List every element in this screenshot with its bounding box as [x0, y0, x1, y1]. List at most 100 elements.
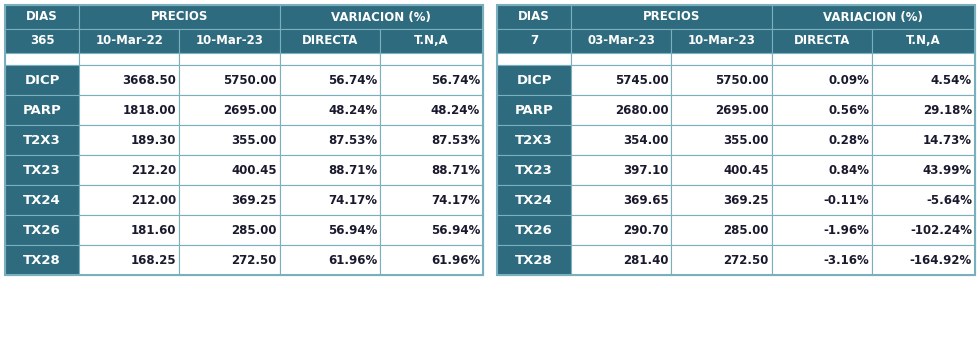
Bar	[179, 53, 280, 65]
Bar	[671, 185, 772, 215]
Text: 397.10: 397.10	[623, 164, 668, 177]
Bar	[79, 65, 179, 95]
Bar	[772, 215, 872, 245]
Text: 0.84%: 0.84%	[828, 164, 869, 177]
Bar	[872, 95, 975, 125]
Text: 0.28%: 0.28%	[828, 133, 869, 146]
Bar	[380, 29, 483, 53]
Text: 365: 365	[29, 34, 54, 47]
Bar	[671, 125, 772, 155]
Text: T2X3: T2X3	[515, 133, 553, 146]
Text: 281.40: 281.40	[623, 253, 668, 266]
Bar	[280, 185, 380, 215]
Bar	[872, 215, 975, 245]
Bar	[179, 215, 280, 245]
Text: 181.60: 181.60	[131, 224, 176, 237]
Bar	[671, 155, 772, 185]
Text: 56.94%: 56.94%	[328, 224, 377, 237]
Text: 0.09%: 0.09%	[828, 73, 869, 86]
Bar	[872, 53, 975, 65]
Bar	[5, 95, 79, 125]
Bar	[179, 65, 280, 95]
Bar	[79, 5, 280, 29]
Text: T.N,A: T.N,A	[906, 34, 941, 47]
Text: 5745.00: 5745.00	[614, 73, 668, 86]
Bar	[772, 65, 872, 95]
Bar	[5, 155, 79, 185]
Bar	[571, 215, 671, 245]
Bar	[571, 53, 671, 65]
Text: 285.00: 285.00	[231, 224, 277, 237]
Bar	[380, 65, 483, 95]
Bar	[571, 155, 671, 185]
Text: TX26: TX26	[515, 224, 553, 237]
Text: TX24: TX24	[515, 193, 553, 206]
Bar	[179, 29, 280, 53]
Bar	[79, 95, 179, 125]
Text: DIAS: DIAS	[518, 11, 550, 24]
Bar	[5, 65, 79, 95]
Bar	[280, 53, 380, 65]
Bar	[380, 53, 483, 65]
Text: 272.50: 272.50	[723, 253, 769, 266]
Text: 61.96%: 61.96%	[328, 253, 377, 266]
Text: 212.20: 212.20	[131, 164, 176, 177]
Bar	[772, 95, 872, 125]
Text: 74.17%: 74.17%	[431, 193, 480, 206]
Text: 43.99%: 43.99%	[923, 164, 972, 177]
Bar	[380, 185, 483, 215]
Bar	[179, 155, 280, 185]
Bar	[872, 125, 975, 155]
Bar	[772, 245, 872, 275]
Bar	[179, 95, 280, 125]
Bar	[380, 125, 483, 155]
Text: 88.71%: 88.71%	[431, 164, 480, 177]
Bar	[280, 5, 483, 29]
Bar	[179, 185, 280, 215]
Bar	[497, 5, 571, 29]
Text: 29.18%: 29.18%	[923, 104, 972, 117]
Bar	[280, 29, 380, 53]
Text: -164.92%: -164.92%	[909, 253, 972, 266]
Text: DIAS: DIAS	[26, 11, 58, 24]
Bar	[571, 185, 671, 215]
Text: 5750.00: 5750.00	[715, 73, 769, 86]
Bar	[497, 65, 571, 95]
Text: 400.45: 400.45	[723, 164, 769, 177]
Bar	[571, 29, 671, 53]
Text: PRECIOS: PRECIOS	[643, 11, 700, 24]
Bar	[772, 125, 872, 155]
Text: DICP: DICP	[516, 73, 552, 86]
Text: -0.11%: -0.11%	[823, 193, 869, 206]
Bar	[497, 5, 975, 275]
Bar	[772, 29, 872, 53]
Bar	[872, 245, 975, 275]
Bar	[671, 95, 772, 125]
Text: -5.64%: -5.64%	[926, 193, 972, 206]
Bar	[5, 125, 79, 155]
Bar	[772, 155, 872, 185]
Text: 3668.50: 3668.50	[122, 73, 176, 86]
Bar	[79, 53, 179, 65]
Text: 355.00: 355.00	[231, 133, 277, 146]
Text: 56.74%: 56.74%	[431, 73, 480, 86]
Bar	[671, 245, 772, 275]
Text: 354.00: 354.00	[623, 133, 668, 146]
Text: 7: 7	[530, 34, 538, 47]
Text: TX28: TX28	[515, 253, 553, 266]
Text: VARIACION (%): VARIACION (%)	[823, 11, 923, 24]
Bar	[671, 29, 772, 53]
Text: 272.50: 272.50	[231, 253, 277, 266]
Bar	[79, 185, 179, 215]
Text: PARP: PARP	[514, 104, 554, 117]
Bar	[79, 245, 179, 275]
Text: 369.65: 369.65	[622, 193, 668, 206]
Text: 0.56%: 0.56%	[828, 104, 869, 117]
Text: TX28: TX28	[24, 253, 61, 266]
Text: -102.24%: -102.24%	[910, 224, 972, 237]
Text: 290.70: 290.70	[623, 224, 668, 237]
Bar	[571, 5, 772, 29]
Bar	[772, 5, 975, 29]
Text: 56.74%: 56.74%	[328, 73, 377, 86]
Text: DICP: DICP	[24, 73, 60, 86]
